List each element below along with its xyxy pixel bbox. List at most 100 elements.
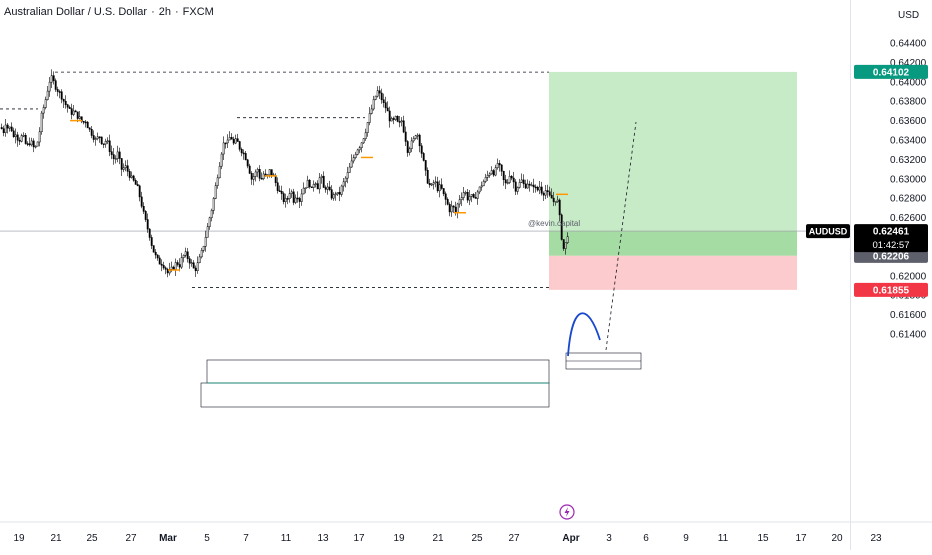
candle-body bbox=[520, 179, 523, 183]
candle-body bbox=[224, 142, 227, 145]
candle-body bbox=[134, 180, 137, 185]
candle-body bbox=[462, 192, 465, 198]
candle-body bbox=[510, 176, 513, 179]
candle-body bbox=[28, 143, 31, 146]
time-axis-label: 13 bbox=[317, 533, 329, 544]
candle-body bbox=[136, 184, 139, 187]
candle-body bbox=[316, 183, 319, 190]
candle-body bbox=[96, 136, 99, 139]
candle-body bbox=[166, 269, 169, 274]
candle-body bbox=[90, 129, 93, 136]
candle-body bbox=[304, 187, 307, 189]
candle-body bbox=[112, 154, 115, 159]
entry-price-badge-bg bbox=[854, 248, 928, 263]
candle-body bbox=[184, 251, 187, 256]
time-axis-label: 15 bbox=[757, 533, 769, 544]
candle-body bbox=[410, 140, 413, 149]
candle-body bbox=[230, 137, 233, 140]
candle-body bbox=[480, 185, 483, 188]
candle-body bbox=[348, 166, 351, 173]
candle-body bbox=[56, 89, 59, 92]
candle-body bbox=[464, 192, 467, 194]
candle-body bbox=[246, 159, 249, 167]
candle-body bbox=[384, 102, 387, 109]
candle-body bbox=[76, 111, 79, 119]
stop-price-badge: 0.61855 bbox=[854, 282, 928, 297]
candle-body bbox=[212, 198, 215, 211]
candle-body bbox=[236, 138, 239, 142]
candle-body bbox=[14, 134, 17, 137]
candle-body bbox=[104, 141, 107, 145]
candle-body bbox=[478, 186, 481, 193]
entry-price-badge: 0.62206 bbox=[854, 248, 928, 263]
symbol-name: Australian Dollar / U.S. Dollar bbox=[4, 6, 148, 18]
candle-body bbox=[532, 184, 535, 188]
candle-body bbox=[8, 126, 11, 129]
candle-body bbox=[106, 140, 109, 143]
candle-body bbox=[174, 262, 177, 270]
candle-body bbox=[114, 158, 117, 160]
candle-body bbox=[372, 99, 375, 110]
candle-body bbox=[358, 147, 361, 151]
candle-body bbox=[200, 250, 203, 258]
candle-body bbox=[50, 75, 53, 83]
time-axis-label: 27 bbox=[125, 533, 137, 544]
candle-body bbox=[332, 194, 335, 199]
candle-body bbox=[456, 203, 459, 213]
candle-body bbox=[36, 141, 39, 147]
candle-body bbox=[248, 165, 251, 174]
candle-body bbox=[70, 108, 73, 115]
candle-body bbox=[52, 75, 55, 81]
candle-body bbox=[500, 164, 503, 172]
candle-body bbox=[46, 90, 49, 100]
candle-body bbox=[542, 192, 545, 196]
candle-body bbox=[258, 169, 261, 179]
candle-body bbox=[228, 137, 231, 141]
candle-body bbox=[460, 197, 463, 200]
candle-body bbox=[362, 138, 365, 144]
candle-body bbox=[442, 188, 445, 195]
candle-body bbox=[128, 171, 131, 178]
candle-body bbox=[540, 186, 543, 194]
candle-body bbox=[346, 172, 349, 179]
price-tick-label: 0.63600 bbox=[890, 116, 927, 127]
candle-body bbox=[6, 124, 9, 129]
candle-body bbox=[284, 198, 287, 202]
candle-body bbox=[252, 176, 255, 180]
current-price-text: 0.62461 bbox=[873, 227, 910, 238]
candle-body bbox=[0, 127, 3, 129]
candle-body bbox=[446, 199, 449, 205]
symbol-title[interactable]: Australian Dollar / U.S. Dollar · 2h · FXCM bbox=[4, 6, 218, 18]
symbol-badge-bg bbox=[806, 224, 850, 239]
title-separator: · bbox=[151, 6, 155, 18]
candle-body bbox=[404, 131, 407, 142]
candle-body bbox=[140, 196, 143, 207]
candle-body bbox=[472, 194, 475, 198]
candle-body bbox=[20, 135, 23, 142]
candle-body bbox=[560, 214, 563, 240]
candle-body bbox=[450, 205, 453, 213]
time-axis-label: 27 bbox=[508, 533, 520, 544]
candle-body bbox=[124, 165, 127, 169]
candle-body bbox=[544, 190, 547, 196]
candle-body bbox=[250, 173, 253, 180]
candle-body bbox=[448, 204, 451, 213]
candle-body bbox=[142, 205, 145, 212]
price-tick-label: 0.61600 bbox=[890, 310, 927, 321]
candle-body bbox=[438, 184, 441, 192]
target-price-badge-text: 0.64102 bbox=[873, 67, 910, 78]
candle-body bbox=[158, 257, 161, 265]
currency-label[interactable]: USD bbox=[898, 10, 920, 21]
demand-box-upper bbox=[206, 359, 550, 384]
candle-body bbox=[74, 110, 77, 113]
loss-zone bbox=[549, 255, 797, 290]
candle-body bbox=[514, 181, 517, 192]
candle-body bbox=[466, 192, 469, 201]
candle-body bbox=[290, 191, 293, 194]
candle-body bbox=[294, 197, 297, 203]
candle-body bbox=[40, 112, 43, 133]
candle-body bbox=[12, 130, 15, 137]
time-axis-label: 7 bbox=[243, 533, 249, 544]
